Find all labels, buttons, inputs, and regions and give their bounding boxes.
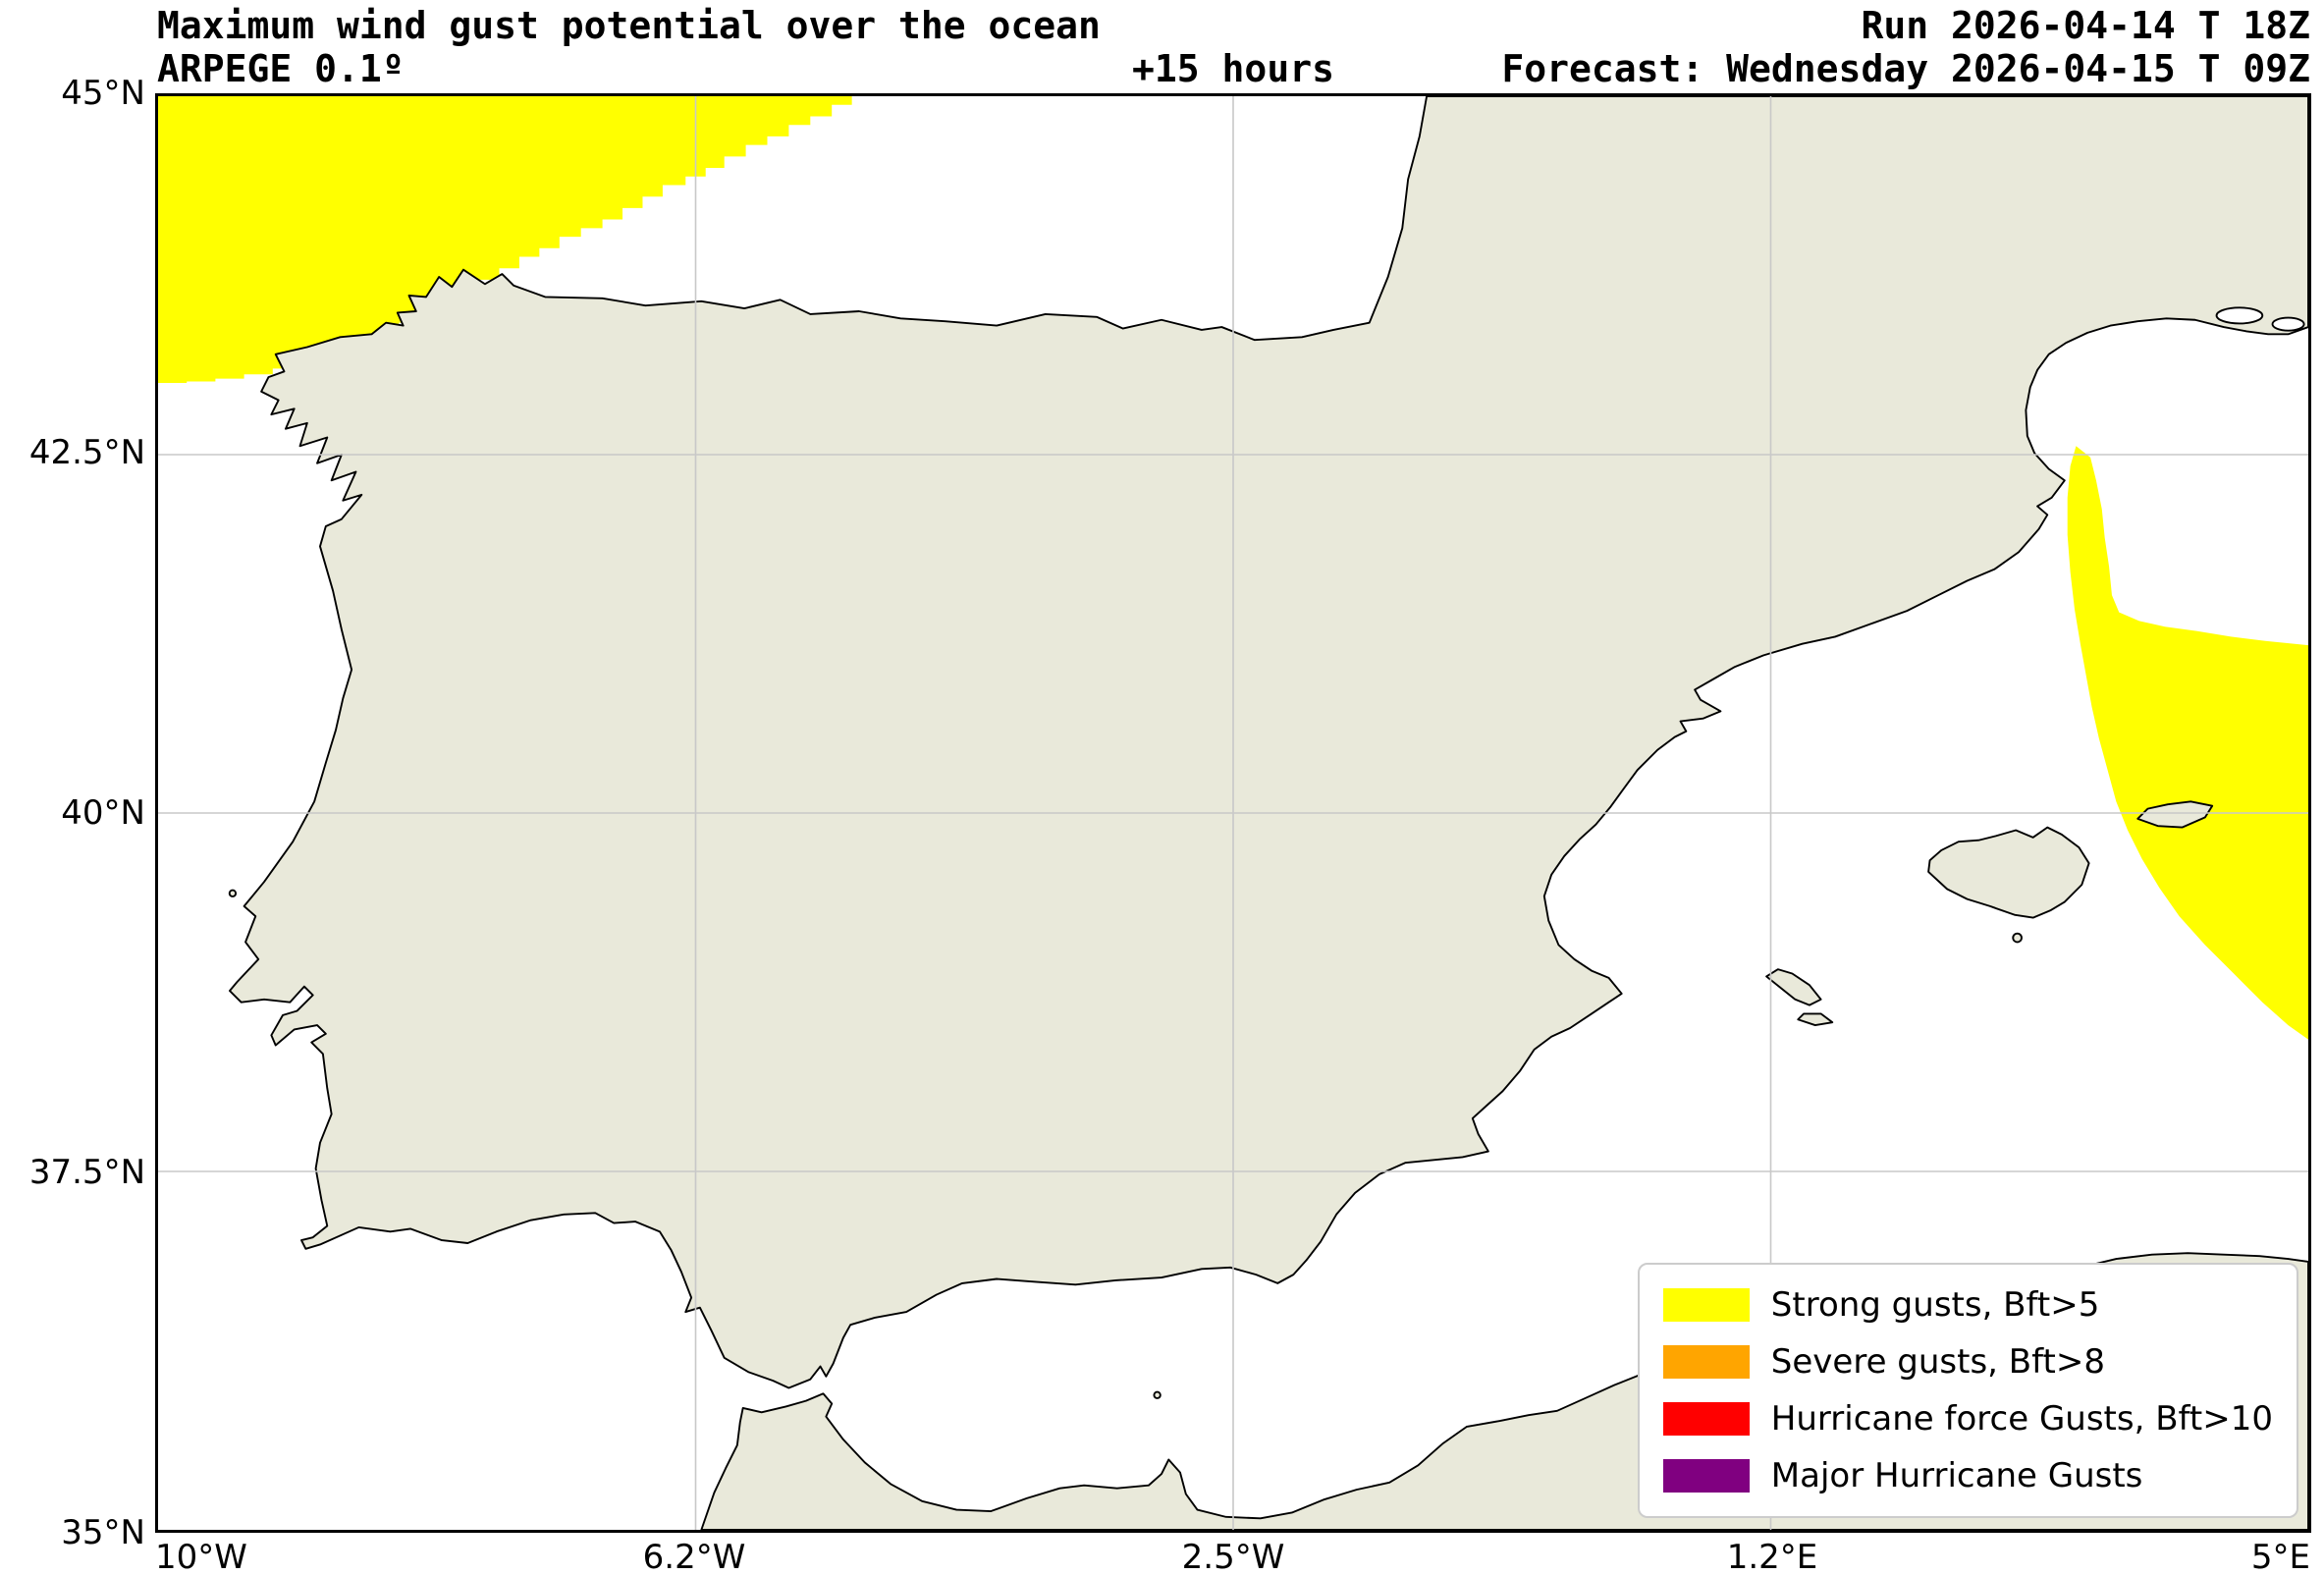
lagoon-etangs <box>2271 316 2305 332</box>
island-mallorca <box>1927 826 2090 919</box>
run-datetime-label: Run 2026-04-14 T 18Z <box>1861 4 2310 47</box>
x-tick-label: 10°W <box>155 1538 247 1575</box>
map-canvas <box>158 96 2308 1530</box>
legend-swatch-severe-gusts <box>1662 1345 1750 1379</box>
island-alboran <box>1153 1390 1162 1399</box>
gust-area-mediterranean <box>2067 446 2308 1040</box>
map-plot-area: Strong gusts, Bft>5 Severe gusts, Bft>8 … <box>155 93 2311 1533</box>
legend-item: Severe gusts, Bft>8 <box>1662 1337 2273 1386</box>
y-tick-label: 35°N <box>61 1513 145 1552</box>
y-tick-label: 42.5°N <box>28 433 145 472</box>
x-tick-label: 1.2°E <box>1726 1538 1818 1575</box>
lead-time-label: +15 hours <box>1132 47 1334 90</box>
legend-label: Major Hurricane Gusts <box>1770 1456 2143 1495</box>
legend-item: Major Hurricane Gusts <box>1662 1451 2273 1500</box>
gust-area-atlantic <box>158 96 852 383</box>
island-berlengas <box>228 889 238 897</box>
model-label: ARPEGE 0.1º <box>157 47 405 90</box>
x-tick-label: 6.2°W <box>642 1538 746 1575</box>
y-tick-label: 45°N <box>61 74 145 113</box>
figure-title: Maximum wind gust potential over the oce… <box>157 4 1101 47</box>
legend-item: Hurricane force Gusts, Bft>10 <box>1662 1394 2273 1443</box>
legend-swatch-hurricane-gusts <box>1662 1402 1750 1436</box>
legend-swatch-major-hurricane-gusts <box>1662 1459 1750 1493</box>
legend-label: Severe gusts, Bft>8 <box>1770 1342 2105 1382</box>
forecast-datetime-label: Forecast: Wednesday 2026-04-15 T 09Z <box>1501 47 2310 90</box>
island-cabrera <box>2012 932 2023 944</box>
legend-swatch-strong-gusts <box>1662 1288 1750 1322</box>
x-tick-label: 2.5°W <box>1181 1538 1285 1575</box>
legend-label: Strong gusts, Bft>5 <box>1770 1285 2100 1325</box>
landmass-iberia-france <box>229 96 2308 1389</box>
map-legend: Strong gusts, Bft>5 Severe gusts, Bft>8 … <box>1637 1263 2298 1518</box>
x-tick-label: 5°E <box>2250 1538 2310 1575</box>
gridlines <box>158 96 2308 1530</box>
legend-label: Hurricane force Gusts, Bft>10 <box>1770 1399 2273 1439</box>
island-menorca <box>2136 800 2214 829</box>
y-tick-label: 37.5°N <box>28 1153 145 1192</box>
island-formentera <box>1797 1012 1834 1027</box>
y-tick-label: 40°N <box>61 793 145 833</box>
island-ibiza <box>1765 968 1822 1006</box>
legend-item: Strong gusts, Bft>5 <box>1662 1280 2273 1330</box>
lagoon-etangs <box>2215 306 2264 325</box>
